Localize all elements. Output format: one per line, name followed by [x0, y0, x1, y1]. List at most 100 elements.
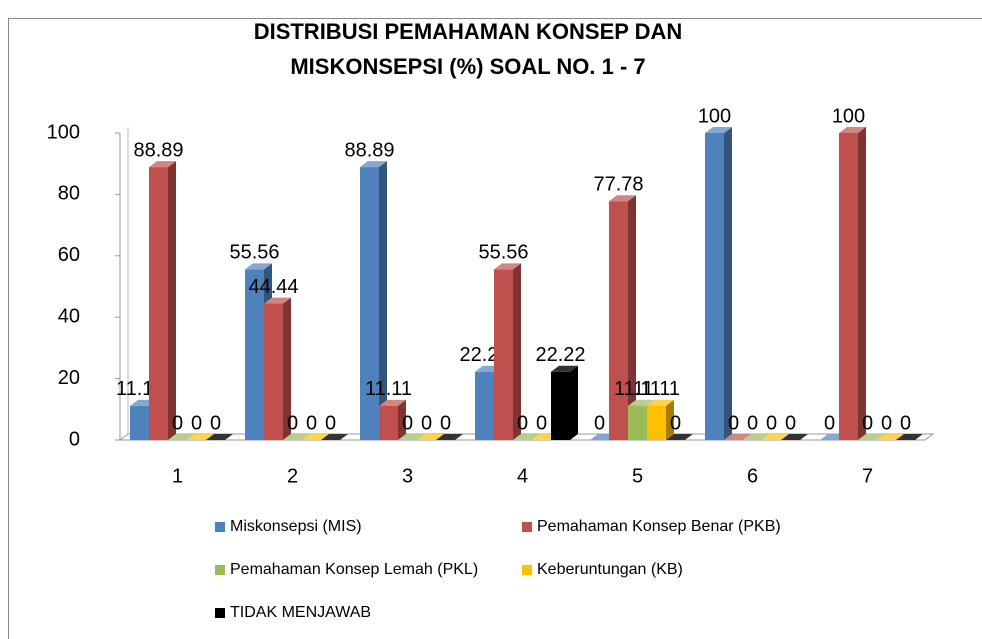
bar-side: [168, 161, 176, 440]
data-label: 0: [862, 412, 873, 434]
bar-top: [283, 434, 310, 440]
bar-top: [877, 434, 904, 440]
data-label: 0: [900, 412, 911, 434]
data-label: 0: [191, 412, 202, 434]
legend-swatch: [215, 608, 225, 618]
bar-top: [896, 434, 923, 440]
data-label: 88.89: [133, 139, 183, 161]
bar-top: [360, 161, 387, 168]
x-tick-label: 2: [287, 465, 298, 487]
bar-top: [609, 195, 636, 202]
data-label: 0: [670, 412, 681, 434]
bar-top: [858, 434, 885, 440]
bar: [551, 371, 570, 440]
bar-side: [628, 195, 636, 440]
data-label: 0: [421, 412, 432, 434]
data-label: 0: [172, 412, 183, 434]
bar: [360, 167, 379, 440]
data-label: 22.22: [535, 344, 585, 366]
legend-swatch: [522, 522, 532, 532]
y-tick-label: 80: [58, 183, 80, 205]
bar: [628, 405, 647, 440]
bar-top: [417, 434, 444, 440]
bar: [839, 133, 858, 440]
data-label: 55.56: [478, 242, 528, 264]
data-label: 55.56: [229, 242, 279, 264]
chart-title: DISTRIBUSI PEMAHAMAN KONSEP DAN: [254, 19, 683, 44]
bar-top: [187, 434, 214, 440]
x-tick-label: 4: [517, 465, 528, 487]
legend-swatch: [522, 565, 532, 575]
data-label: 0: [517, 412, 528, 434]
data-label: 0: [594, 412, 605, 434]
bar-top: [705, 127, 732, 133]
bar-top: [494, 263, 521, 270]
x-tick-label: 5: [632, 465, 643, 487]
bar-side: [724, 127, 732, 440]
bar-top: [398, 434, 425, 440]
bar-top: [724, 434, 751, 440]
bar-top: [513, 434, 540, 440]
bar-side: [398, 399, 406, 440]
bar-side: [513, 263, 521, 440]
data-label: 0: [881, 412, 892, 434]
bar-top: [839, 127, 866, 133]
bar: [130, 405, 149, 440]
data-label: 11.11: [633, 378, 680, 400]
data-label: 100: [832, 105, 865, 127]
data-label: 11.11: [365, 378, 412, 400]
data-label: 100: [698, 105, 731, 127]
chart-title: MISKONSEPSI (%) SOAL NO. 1 - 7: [290, 54, 645, 79]
legend-label: Pemahaman Konsep Lemah (PKL): [230, 561, 478, 578]
bar: [379, 405, 398, 440]
data-label: 0: [440, 412, 451, 434]
x-tick-label: 3: [402, 465, 413, 487]
bar-top: [647, 399, 674, 406]
bar-top: [264, 297, 291, 304]
bar-side: [666, 399, 674, 440]
bar-top: [743, 434, 770, 440]
data-label: 11.11: [614, 378, 661, 400]
bar-top: [762, 434, 789, 440]
bar: [609, 201, 628, 440]
data-label: 0: [287, 412, 298, 434]
bar-top: [551, 365, 578, 372]
data-label: 0: [785, 412, 796, 434]
data-label: 44.44: [248, 276, 298, 298]
data-label: 0: [402, 412, 413, 434]
y-tick-label: 20: [58, 367, 80, 389]
data-label: 0: [210, 412, 221, 434]
bar: [245, 269, 264, 440]
bar-top: [628, 399, 655, 406]
bar-top: [206, 434, 233, 440]
legend-swatch: [215, 565, 225, 575]
bar-top: [436, 434, 463, 440]
data-label: 0: [824, 412, 835, 434]
bar-side: [283, 297, 291, 440]
legend-label: Pemahaman Konsep Benar (PKB): [537, 518, 781, 535]
bar: [149, 167, 168, 440]
bar: [475, 371, 494, 440]
legend-swatch: [215, 522, 225, 532]
bar-top: [302, 434, 329, 440]
data-label: 0: [747, 412, 758, 434]
data-label: 0: [306, 412, 317, 434]
y-tick-label: 100: [47, 121, 80, 143]
bar-side: [570, 365, 578, 440]
bar-side: [858, 127, 866, 440]
y-tick-label: 40: [58, 305, 80, 327]
y-tick-label: 0: [69, 428, 80, 450]
data-label: 0: [536, 412, 547, 434]
data-label: 77.78: [593, 173, 643, 195]
bar: [647, 405, 666, 440]
bar-top: [781, 434, 808, 440]
data-label: 0: [766, 412, 777, 434]
bar-side: [379, 161, 387, 440]
bar-top: [245, 263, 272, 270]
legend-label: Miskonsepsi (MIS): [230, 518, 362, 535]
bar-top: [149, 161, 176, 168]
y-tick-label: 60: [58, 244, 80, 266]
x-tick-label: 1: [172, 465, 183, 487]
bar-top: [168, 434, 195, 440]
